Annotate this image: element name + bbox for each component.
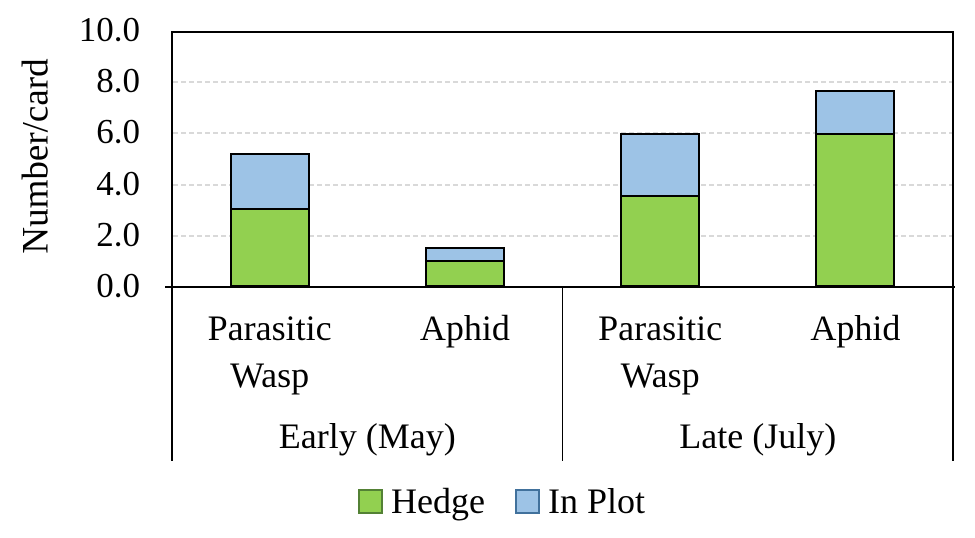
y-tick-label: 2.0 <box>96 214 140 254</box>
legend-label: Hedge <box>391 481 485 521</box>
bar-1 <box>229 152 310 287</box>
plot-border-left <box>171 31 173 287</box>
category-label: Parasitic Wasp <box>207 308 332 395</box>
group-divider-line <box>952 287 954 461</box>
plot-border-top <box>171 31 954 33</box>
bar-3 <box>620 133 701 287</box>
category-label: Aphid <box>810 308 901 348</box>
y-tick-label: 8.0 <box>96 61 140 101</box>
gridline <box>173 234 952 237</box>
legend-label: In Plot <box>547 481 645 521</box>
legend-item-hedge: Hedge <box>358 480 485 522</box>
y-tick-label: 10.0 <box>78 10 140 50</box>
x-axis-line <box>165 285 955 288</box>
group-divider-line <box>561 287 564 461</box>
gridline <box>173 81 952 84</box>
group-label: Early (May) <box>278 416 456 456</box>
plot-border-right <box>952 31 954 287</box>
y-tick-label: 0.0 <box>96 266 140 306</box>
y-tick-label: 6.0 <box>96 112 140 152</box>
legend-swatch-in-plot <box>514 488 540 514</box>
bar-segment-in-plot <box>231 154 308 210</box>
y-tick-label: 4.0 <box>96 163 140 203</box>
group-divider-line <box>171 287 173 461</box>
bar-segment-in-plot <box>426 249 503 263</box>
gridline <box>173 132 952 135</box>
bar-4 <box>815 89 896 287</box>
bar-segment-in-plot <box>622 135 699 197</box>
y-axis-title: Number/card <box>15 58 57 254</box>
group-label: Late (July) <box>679 416 837 456</box>
legend-item-in-plot: In Plot <box>514 480 645 522</box>
legend-swatch-hedge <box>358 488 383 514</box>
gridline <box>173 183 952 186</box>
bar-2 <box>424 247 505 287</box>
category-label: Parasitic Wasp <box>598 308 723 395</box>
category-label: Aphid <box>419 308 510 348</box>
legend: Hedge In Plot <box>0 479 975 523</box>
bar-segment-in-plot <box>817 91 894 136</box>
